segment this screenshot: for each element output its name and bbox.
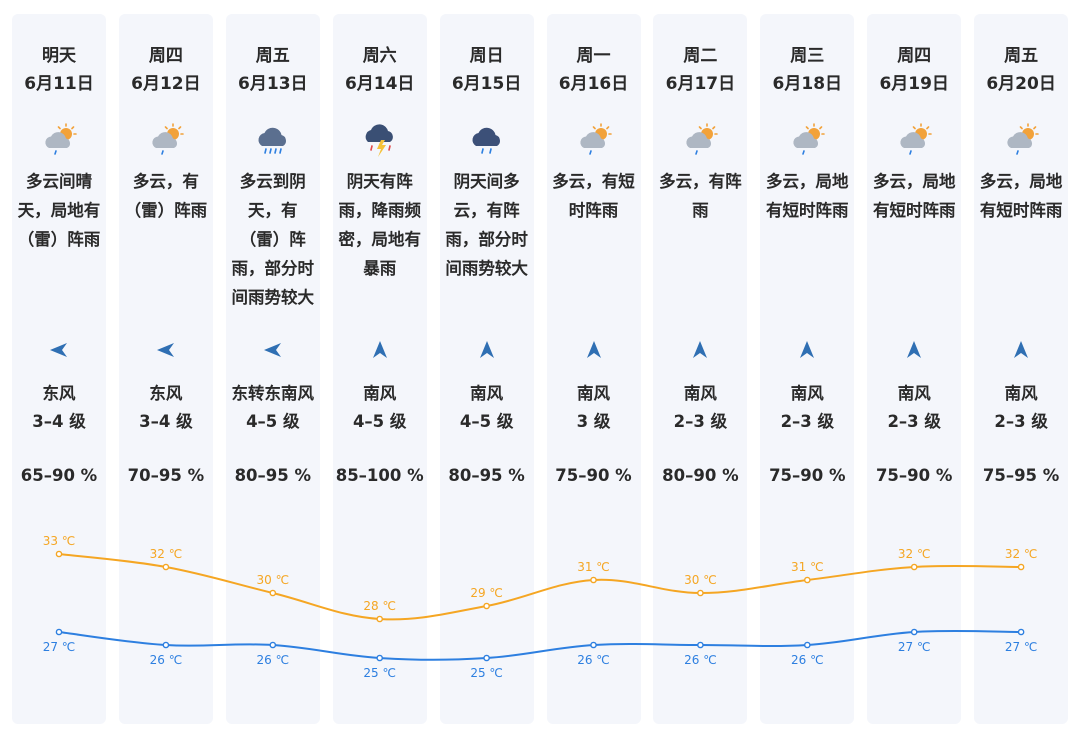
cloud-rain-icon bbox=[469, 122, 507, 160]
weather-description: 阴天有阵雨，降雨频密，局地有暴雨 bbox=[338, 172, 421, 278]
date-label: 6月11日 bbox=[24, 74, 94, 94]
date-label: 6月12日 bbox=[131, 74, 201, 94]
wind-direction-arrow-left-icon bbox=[262, 339, 284, 361]
wind-direction-arrow-up-icon bbox=[903, 339, 925, 361]
wind-level-label: 2–3 级 bbox=[780, 412, 835, 431]
weather-description: 多云间晴天，局地有（雷）阵雨 bbox=[17, 172, 101, 249]
day-label: 周四 bbox=[148, 46, 183, 66]
cloud-sun-rain-icon bbox=[576, 122, 614, 160]
weather-description: 多云，局地有短时阵雨 bbox=[979, 172, 1063, 220]
humidity-label: 75–90 % bbox=[769, 466, 846, 485]
day-label: 周二 bbox=[683, 46, 718, 66]
forecast-day-card: 明天 6月11日多云间晴天，局地有（雷）阵雨东风 3–4 级 65–90 % bbox=[12, 14, 106, 724]
date-label: 6月13日 bbox=[238, 74, 308, 94]
weather-description: 多云，有短时阵雨 bbox=[552, 172, 635, 220]
cloud-sun-rain-icon bbox=[41, 122, 79, 160]
forecast-day-card: 周二 6月17日多云，有阵雨南风 2–3 级 80–90 % bbox=[653, 14, 748, 724]
date-label: 6月20日 bbox=[986, 74, 1056, 94]
wind-level-label: 2–3 级 bbox=[887, 412, 941, 431]
humidity-label: 80–95 % bbox=[234, 466, 312, 485]
date-label: 6月16日 bbox=[558, 74, 629, 94]
date-label: 6月14日 bbox=[344, 74, 415, 94]
weather-description: 多云，有（雷）阵雨 bbox=[124, 172, 208, 220]
wind-direction-arrow-left-icon bbox=[48, 339, 70, 361]
wind-direction-arrow-up-icon bbox=[583, 339, 605, 361]
day-label: 周六 bbox=[362, 46, 397, 66]
cloud-heavy-rain-icon bbox=[255, 122, 293, 160]
cloud-sun-rain-icon bbox=[682, 122, 720, 160]
forecast-day-card: 周日 6月15日阴天间多云，有阵雨，部分时间雨势较大南风 4–5 级 80–95 % bbox=[439, 14, 534, 724]
wind-direction-arrow-up-icon bbox=[476, 339, 498, 361]
humidity-label: 75–95 % bbox=[982, 466, 1060, 485]
wind-direction-arrow-up-icon bbox=[689, 339, 711, 361]
day-label: 周一 bbox=[576, 46, 611, 66]
wind-direction-arrow-up-icon bbox=[1010, 339, 1032, 361]
wind-direction-label: 南风 bbox=[1004, 384, 1038, 403]
wind-direction-arrow-up-icon bbox=[796, 339, 818, 361]
forecast-day-card: 周三 6月18日多云，局地有短时阵雨南风 2–3 级 75–90 % bbox=[760, 14, 855, 724]
weather-description: 多云，有阵雨 bbox=[659, 172, 742, 220]
forecast-day-card: 周五 6月13日多云到阴天，有（雷）阵雨，部分时间雨势较大东转东南风 4–5 级 80… bbox=[225, 14, 320, 724]
weather-description: 多云，局地有短时阵雨 bbox=[766, 172, 849, 220]
weather-description: 阴天间多云，有阵雨，部分时间雨势较大 bbox=[445, 172, 528, 278]
wind-direction-label: 南风 bbox=[683, 384, 717, 403]
forecast-day-card: 周一 6月16日多云，有短时阵雨南风 3 级 75–90 % bbox=[546, 14, 641, 724]
humidity-label: 65–90 % bbox=[20, 466, 98, 485]
date-label: 6月19日 bbox=[879, 74, 949, 94]
day-label: 周三 bbox=[790, 46, 825, 66]
humidity-label: 70–95 % bbox=[127, 466, 205, 485]
humidity-label: 80–95 % bbox=[448, 466, 525, 485]
wind-direction-label: 南风 bbox=[470, 384, 504, 403]
wind-direction-label: 东风 bbox=[149, 384, 183, 403]
wind-direction-label: 南风 bbox=[897, 384, 931, 403]
day-label: 周五 bbox=[255, 46, 290, 66]
day-label: 明天 bbox=[42, 46, 76, 66]
wind-level-label: 3–4 级 bbox=[32, 412, 86, 431]
forecast-day-card: 周四 6月12日多云，有（雷）阵雨东风 3–4 级 70–95 % bbox=[118, 14, 213, 724]
wind-direction-arrow-up-icon bbox=[369, 339, 391, 361]
date-label: 6月17日 bbox=[665, 74, 736, 94]
wind-level-label: 4–5 级 bbox=[246, 412, 300, 431]
forecast-day-card: 周四 6月19日多云，局地有短时阵雨南风 2–3 级 75–90 % bbox=[867, 14, 962, 724]
cloud-sun-rain-icon bbox=[1003, 122, 1041, 160]
date-label: 6月15日 bbox=[451, 74, 522, 94]
wind-level-label: 4–5 级 bbox=[352, 412, 407, 431]
day-label: 周五 bbox=[1004, 46, 1039, 66]
wind-direction-label: 南风 bbox=[577, 384, 610, 403]
wind-direction-label: 东风 bbox=[42, 384, 76, 403]
weather-description: 多云到阴天，有（雷）阵雨，部分时间雨势较大 bbox=[231, 172, 315, 307]
wind-level-label: 2–3 级 bbox=[673, 412, 728, 431]
wind-level-label: 3 级 bbox=[576, 412, 611, 431]
forecast-day-card: 周六 6月14日阴天有阵雨，降雨频密，局地有暴雨南风 4–5 级 85–100 % bbox=[332, 14, 427, 724]
wind-level-label: 3–4 级 bbox=[139, 412, 193, 431]
day-label: 周日 bbox=[469, 46, 504, 66]
wind-direction-label: 南风 bbox=[363, 384, 397, 403]
cloud-sun-rain-icon bbox=[896, 122, 934, 160]
wind-direction-arrow-left-icon bbox=[155, 339, 177, 361]
humidity-label: 75–90 % bbox=[875, 466, 953, 485]
weather-description: 多云，局地有短时阵雨 bbox=[872, 172, 956, 220]
humidity-label: 80–90 % bbox=[662, 466, 739, 485]
cloud-sun-rain-icon bbox=[789, 122, 827, 160]
wind-direction-label: 南风 bbox=[790, 384, 824, 403]
wind-level-label: 4–5 级 bbox=[459, 412, 514, 431]
humidity-label: 85–100 % bbox=[335, 466, 424, 485]
thunderstorm-icon bbox=[362, 122, 400, 160]
humidity-label: 75–90 % bbox=[555, 466, 632, 485]
forecast-day-card: 周五 6月20日多云，局地有短时阵雨南风 2–3 级 75–95 % bbox=[974, 14, 1069, 724]
cloud-sun-rain-icon bbox=[148, 122, 186, 160]
wind-direction-label: 东转东南风 bbox=[231, 384, 315, 403]
date-label: 6月18日 bbox=[772, 74, 843, 94]
day-label: 周四 bbox=[897, 46, 932, 66]
wind-level-label: 2–3 级 bbox=[994, 412, 1048, 431]
